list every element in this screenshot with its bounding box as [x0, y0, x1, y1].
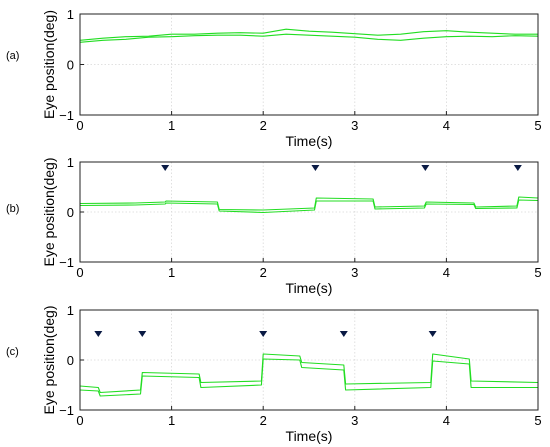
panel-a-y-tick-label-0: −1 — [59, 108, 74, 123]
panel-b-x-tick-label-4: 4 — [443, 265, 450, 280]
panel-b-x-axis-label: Time(s) — [286, 280, 333, 296]
panel-a-series-line-1 — [79, 33, 539, 43]
panel-c-x-tick-label-1: 1 — [168, 413, 175, 428]
panel-a-x-tick-label-1: 1 — [168, 118, 175, 133]
panel-c-series-line-1 — [79, 358, 538, 397]
panel-b-label: (b) — [6, 203, 19, 215]
panel-b-marker-3 — [513, 165, 522, 171]
panel-c-marker-2 — [259, 331, 268, 337]
panel-a-y-tick-label-2: 1 — [67, 7, 74, 22]
panel-b-series-line-0 — [79, 196, 539, 211]
panel-a-x-tick-label-2: 2 — [260, 118, 267, 133]
panel-b-x-tick-label-2: 2 — [260, 265, 267, 280]
panel-c-x-tick-label-5: 5 — [534, 413, 541, 428]
panel-a-x-tick-label-5: 5 — [534, 118, 541, 133]
panel-c-y-axis-label: Eye position(deg) — [41, 306, 57, 415]
panel-a-x-axis-label: Time(s) — [286, 133, 333, 149]
panel-a-x-tick-label-3: 3 — [351, 118, 358, 133]
panel-c-marker-0 — [94, 331, 103, 337]
panel-a-series-line-0 — [79, 28, 538, 41]
panel-c-series-line-0 — [79, 353, 539, 394]
panel-b-marker-2 — [421, 165, 430, 171]
panel-c-label: (c) — [6, 346, 19, 358]
panel-c-y-tick-label-0: −1 — [59, 403, 74, 418]
panel-c-y-tick-label-1: 0 — [67, 353, 74, 368]
panel-b-x-tick-label-5: 5 — [534, 265, 541, 280]
panel-c-x-axis-label: Time(s) — [286, 428, 333, 444]
panel-a-y-axis-label: Eye position(deg) — [41, 10, 57, 119]
panel-b-x-tick-label-3: 3 — [351, 265, 358, 280]
panel-c-x-tick-label-2: 2 — [260, 413, 267, 428]
panel-c-marker-4 — [428, 331, 437, 337]
panel-b-marker-1 — [311, 165, 320, 171]
panel-b-y-axis-label: Eye position(deg) — [41, 158, 57, 267]
panel-b-y-tick-label-1: 0 — [67, 205, 74, 220]
panel-b-y-tick-label-2: 1 — [67, 155, 74, 170]
panel-b-series-line-1 — [79, 199, 539, 214]
panel-a-label: (a) — [6, 50, 19, 62]
panel-b-x-tick-label-0: 0 — [76, 265, 83, 280]
panel-c-x-tick-label-0: 0 — [76, 413, 83, 428]
panel-b-y-tick-label-0: −1 — [59, 255, 74, 270]
panel-a-x-tick-label-4: 4 — [443, 118, 450, 133]
panel-c-marker-1 — [138, 331, 147, 337]
panel-a-x-tick-label-0: 0 — [76, 118, 83, 133]
panel-b-x-tick-label-1: 1 — [168, 265, 175, 280]
panel-c-marker-3 — [339, 331, 348, 337]
panel-b-marker-0 — [161, 165, 170, 171]
panel-c-x-tick-label-3: 3 — [351, 413, 358, 428]
panel-a-y-tick-label-1: 0 — [67, 58, 74, 73]
panel-c-x-tick-label-4: 4 — [443, 413, 450, 428]
panel-c-y-tick-label-2: 1 — [67, 303, 74, 318]
